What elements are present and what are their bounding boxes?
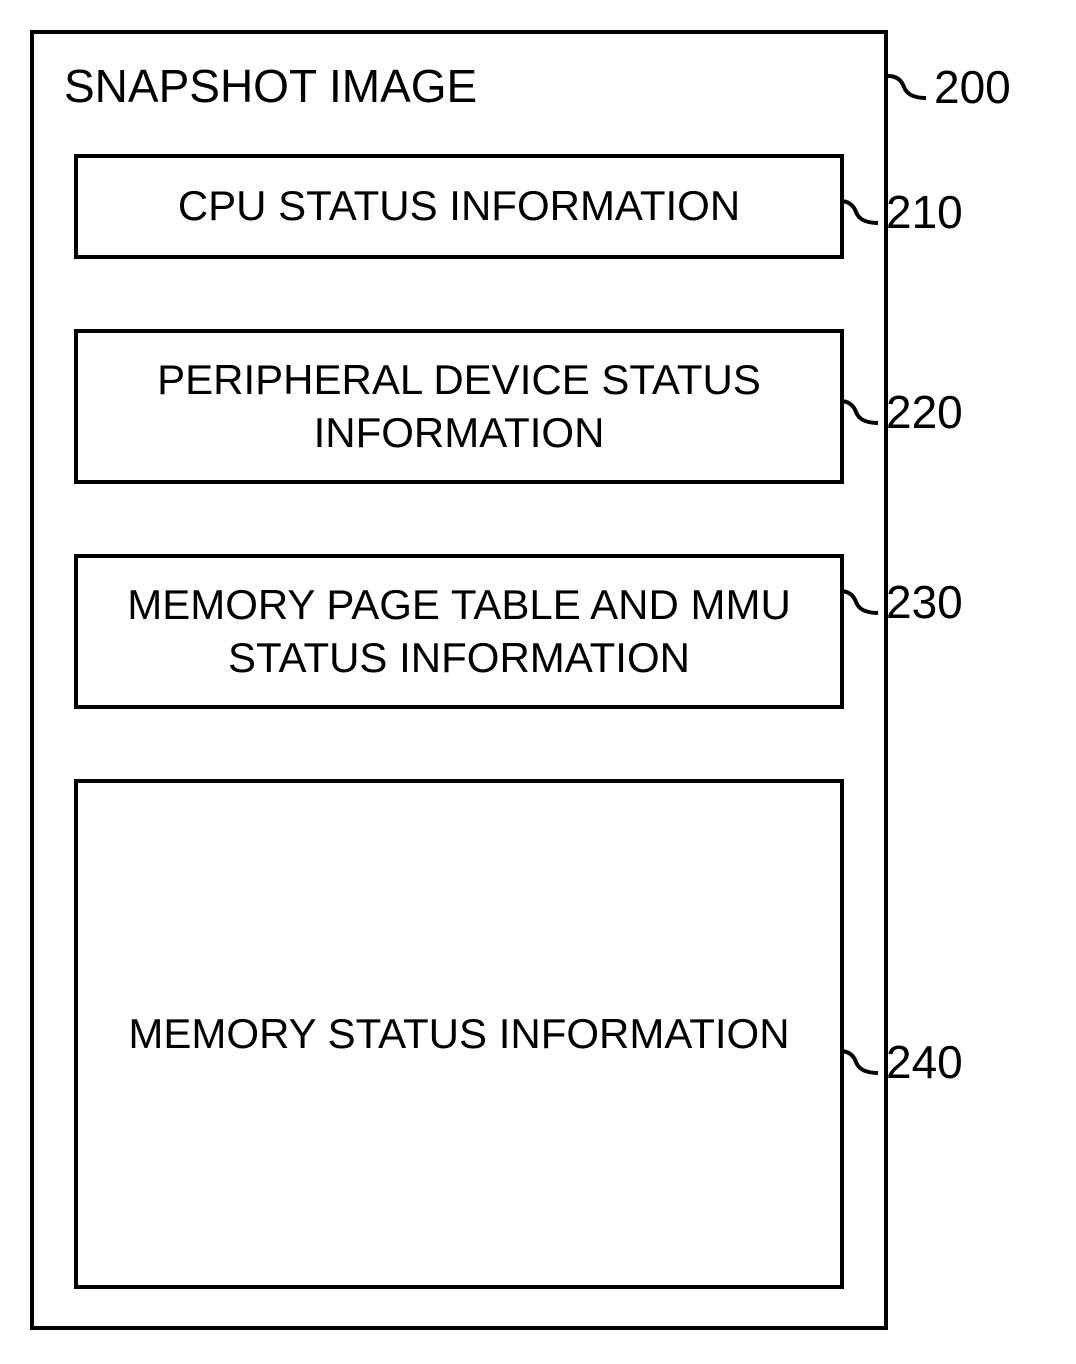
outer-box-snapshot-image: SNAPSHOT IMAGE CPU STATUS INFORMATION PE… <box>30 30 888 1330</box>
block-label: MEMORY PAGE TABLE AND MMU STATUS INFORMA… <box>98 579 820 684</box>
reference-label: 240 <box>886 1035 963 1089</box>
outer-box-title: SNAPSHOT IMAGE <box>64 59 477 113</box>
connector-200: 200 <box>888 60 1011 114</box>
connector-curve-icon <box>840 583 878 621</box>
reference-label: 210 <box>886 185 963 239</box>
block-memory-status: MEMORY STATUS INFORMATION <box>74 779 844 1289</box>
connector-220: 220 <box>840 385 963 439</box>
reference-label: 230 <box>886 575 963 629</box>
block-label: MEMORY STATUS INFORMATION <box>128 1008 789 1061</box>
reference-label: 220 <box>886 385 963 439</box>
connector-210: 210 <box>840 185 963 239</box>
connector-230: 230 <box>840 575 963 629</box>
connector-curve-icon <box>840 193 878 231</box>
block-label: PERIPHERAL DEVICE STATUS INFORMATION <box>98 354 820 459</box>
block-cpu-status: CPU STATUS INFORMATION <box>74 154 844 259</box>
block-memory-page-table: MEMORY PAGE TABLE AND MMU STATUS INFORMA… <box>74 554 844 709</box>
diagram-container: SNAPSHOT IMAGE CPU STATUS INFORMATION PE… <box>30 30 1050 1330</box>
connector-curve-icon <box>888 68 926 106</box>
block-peripheral-status: PERIPHERAL DEVICE STATUS INFORMATION <box>74 329 844 484</box>
block-label: CPU STATUS INFORMATION <box>178 180 740 233</box>
reference-label: 200 <box>934 60 1011 114</box>
connector-curve-icon <box>840 393 878 431</box>
connector-240: 240 <box>840 1035 963 1089</box>
connector-curve-icon <box>840 1043 878 1081</box>
